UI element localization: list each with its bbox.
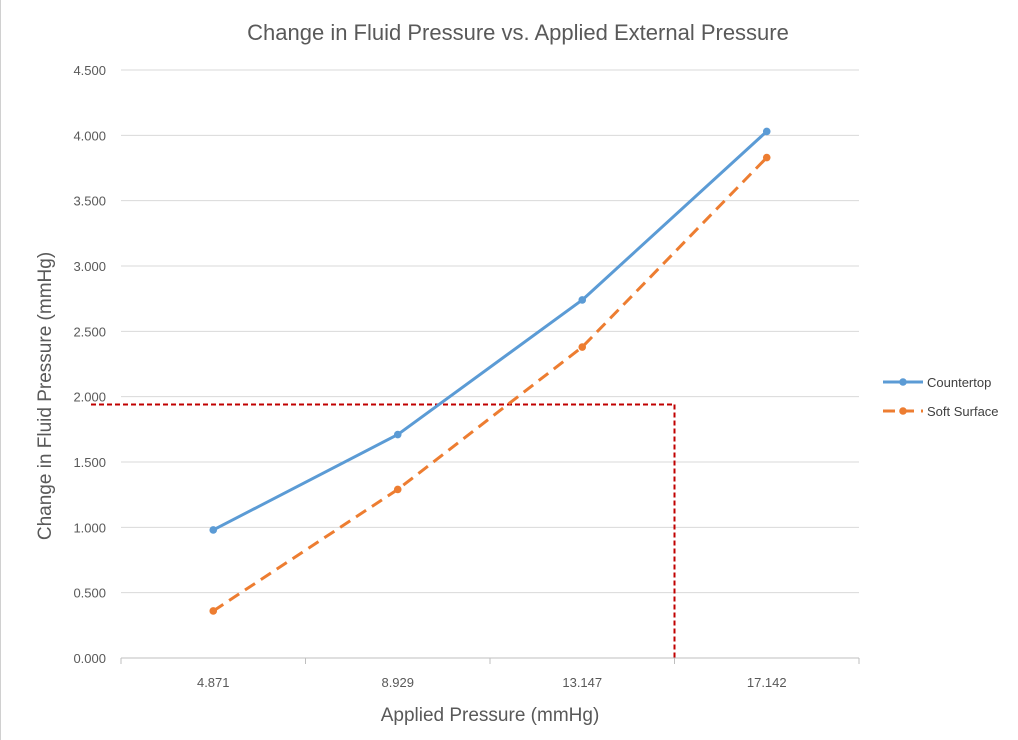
data-point-soft-surface (393, 485, 402, 494)
data-point-soft-surface (762, 153, 771, 162)
y-tick-label: 4.500 (73, 63, 106, 78)
x-tick-label: 4.871 (197, 675, 230, 690)
data-point-countertop (393, 430, 402, 439)
legend-label-soft-surface: Soft Surface (927, 404, 999, 419)
gridlines (121, 69, 859, 594)
series-lines (209, 127, 771, 615)
chart-title: Change in Fluid Pressure vs. Applied Ext… (247, 20, 789, 45)
series-line-soft-surface (212, 156, 768, 613)
x-tick-label: 13.147 (562, 675, 602, 690)
x-tick-label: 8.929 (381, 675, 414, 690)
y-tick-label: 0.000 (73, 651, 106, 666)
annotation-crosshair (91, 403, 676, 658)
y-tick-label: 4.000 (73, 128, 106, 143)
series-line-countertop (212, 130, 768, 532)
data-point-countertop (209, 526, 218, 534)
x-tick-label: 17.142 (747, 675, 787, 690)
legend-marker-soft-surface (899, 407, 907, 415)
y-tick-label: 1.000 (73, 520, 106, 535)
legend: Countertop Soft Surface (883, 375, 999, 419)
legend-marker-countertop (899, 378, 907, 386)
y-tick-label: 3.000 (73, 259, 106, 274)
data-point-countertop (578, 296, 587, 304)
y-tick-label: 1.500 (73, 455, 106, 470)
data-point-countertop (762, 127, 771, 136)
x-axis-title: Applied Pressure (mmHg) (381, 705, 600, 726)
y-tick-label: 2.500 (73, 324, 106, 339)
y-tick-label: 0.500 (73, 586, 106, 601)
y-axis-title: Change in Fluid Pressure (mmHg) (35, 252, 56, 540)
data-point-soft-surface (209, 607, 218, 615)
axes: 0.000 0.500 1.000 1.500 2.000 2.500 3.000 3.500… (73, 63, 860, 690)
y-tick-label: 2.000 (73, 390, 106, 405)
legend-label-countertop: Countertop (927, 375, 991, 390)
y-tick-label: 3.500 (73, 194, 106, 209)
data-point-soft-surface (578, 343, 587, 351)
